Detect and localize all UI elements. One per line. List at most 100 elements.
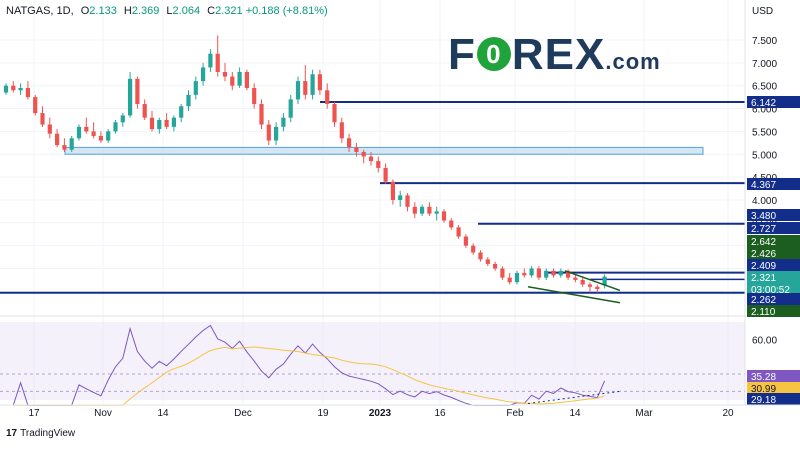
symbol-label: NATGAS, 1D, xyxy=(6,5,74,17)
candle-body xyxy=(252,87,257,104)
candle-body xyxy=(390,181,395,200)
candle-body xyxy=(485,259,490,264)
candle-body xyxy=(507,277,512,283)
candle-body xyxy=(558,270,563,276)
currency-label: USD xyxy=(752,6,773,17)
candle-body xyxy=(405,195,410,207)
candle-body xyxy=(376,161,381,168)
candle-body xyxy=(25,87,30,98)
candle-body xyxy=(55,133,60,146)
logo-letter-f: F xyxy=(448,30,476,79)
price-label-bg xyxy=(747,271,800,295)
tradingview-attribution[interactable]: 17 TradingView xyxy=(6,428,75,439)
candle-body xyxy=(113,122,118,132)
candle-body xyxy=(215,53,220,72)
candle-body xyxy=(471,245,476,253)
candle-body xyxy=(449,220,454,228)
candle-body xyxy=(98,135,103,141)
y-tick-label: 5.000 xyxy=(752,150,777,161)
candle-body xyxy=(281,117,286,127)
x-tick-label: 2023 xyxy=(369,408,392,419)
candle-body xyxy=(580,279,585,285)
candle-body xyxy=(368,156,374,162)
y-tick-label: 4.000 xyxy=(752,196,777,207)
rsi-band xyxy=(0,322,745,400)
y-tick-label: 5.500 xyxy=(752,127,777,138)
candle-body xyxy=(128,78,133,116)
candle-body xyxy=(536,268,541,278)
candle-body xyxy=(266,124,271,141)
candle-body xyxy=(514,273,520,283)
x-tick-label: Dec xyxy=(234,408,252,419)
price-label-bg xyxy=(747,178,800,190)
logo-letters: REX xyxy=(511,30,606,79)
candle-body xyxy=(62,145,67,150)
y-tick-label: 7.500 xyxy=(752,36,777,47)
candle-body xyxy=(493,263,498,269)
forex-logo: F 0 REX.com xyxy=(448,30,661,80)
candle-body xyxy=(420,206,425,214)
candle-body xyxy=(230,76,235,86)
candle-body xyxy=(434,211,439,214)
candle-body xyxy=(303,81,308,95)
tradingview-logo-icon: 17 xyxy=(6,428,18,439)
price-label-countdown: 03:00:52 xyxy=(751,285,790,296)
candle-body xyxy=(325,90,330,104)
rsi-label-bg xyxy=(747,370,800,382)
candle-body xyxy=(383,167,388,182)
logo-suffix: .com xyxy=(605,49,661,74)
x-tick-label: 16 xyxy=(434,408,446,419)
candle-body xyxy=(317,74,322,91)
candle-body xyxy=(361,151,366,157)
candle-body xyxy=(76,126,82,139)
price-label-bg xyxy=(747,222,800,234)
candle-body xyxy=(193,81,198,95)
low-label: L xyxy=(166,5,173,17)
price-label-bg xyxy=(747,96,800,108)
rsi-divergence-line xyxy=(527,390,621,404)
candle-body xyxy=(171,117,176,127)
horizontal-levels xyxy=(0,101,745,294)
logo-coin-icon: 0 xyxy=(476,37,511,71)
price-label-text: 2.426 xyxy=(751,249,776,260)
candle-body xyxy=(208,53,213,68)
candle-body xyxy=(347,138,352,148)
rsi-label-text: 35.28 xyxy=(751,372,776,383)
y-tick-label: 7.000 xyxy=(752,59,777,70)
candle-body xyxy=(463,236,468,246)
price-label-bg xyxy=(747,235,800,247)
price-label-text: 2.409 xyxy=(751,261,776,272)
candle-body xyxy=(164,119,169,127)
candle-body xyxy=(500,268,505,278)
candle-body xyxy=(332,103,337,123)
price-labels: 6.142 4.367 3.480 2.727 2.6422.4262.4092.321… xyxy=(747,96,800,318)
price-label-text: 2.642 xyxy=(751,237,776,248)
price-label-text: 2.321 xyxy=(751,273,776,284)
high-value: 2.369 xyxy=(131,5,160,17)
candle-body xyxy=(222,71,228,77)
candle-body xyxy=(244,71,249,88)
candle-body xyxy=(339,122,344,139)
price-label-bg xyxy=(747,293,800,305)
x-tick-label: Mar xyxy=(635,408,653,419)
price-label-bg xyxy=(747,259,800,271)
candle-body xyxy=(33,97,38,114)
candle-body xyxy=(11,85,16,91)
close-value: 2.321 xyxy=(215,5,243,17)
candle-body xyxy=(135,78,140,104)
support-zone-rect xyxy=(64,146,704,155)
price-label-text: 2.262 xyxy=(751,295,776,306)
low-value: 2.064 xyxy=(172,5,201,17)
candle-body xyxy=(587,284,593,287)
candle-body xyxy=(3,85,9,93)
price-label-bg xyxy=(747,247,800,259)
candle-body xyxy=(186,94,191,107)
trendlines xyxy=(527,270,621,304)
candle-body xyxy=(529,268,534,276)
rsi-tick-label: 60.00 xyxy=(752,335,777,346)
support-zone-layer xyxy=(64,146,704,155)
candle-body xyxy=(69,138,74,150)
